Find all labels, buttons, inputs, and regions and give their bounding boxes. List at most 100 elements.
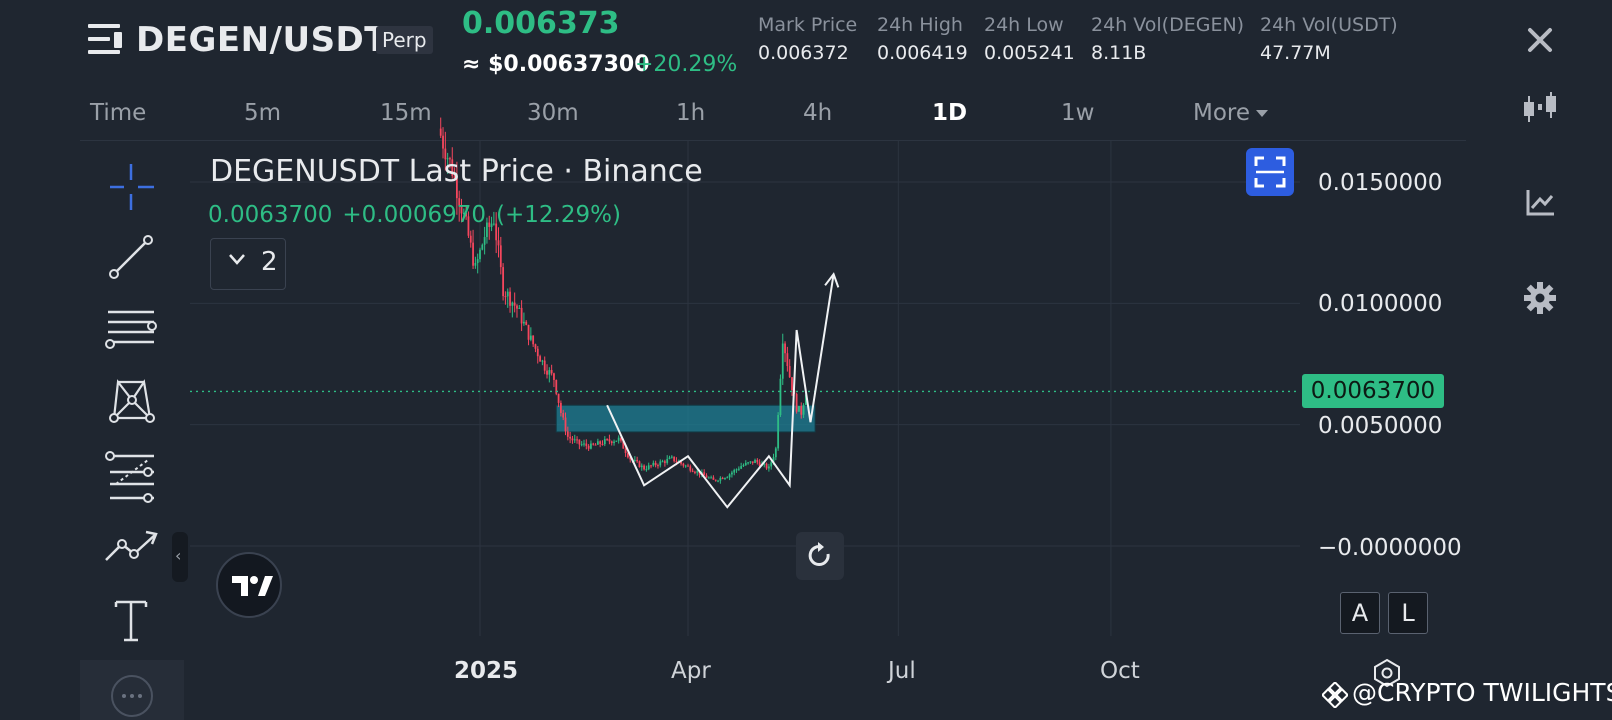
candle-body <box>645 469 648 471</box>
crosshair-icon[interactable] <box>102 158 160 216</box>
stat-label: 24h Low <box>984 14 1064 36</box>
candle-body <box>559 402 562 414</box>
candle-body <box>592 443 595 445</box>
candle-body <box>529 335 532 340</box>
last-price-tag: 0.0063700 <box>1302 374 1444 408</box>
auto-scale-button[interactable]: A <box>1340 592 1380 634</box>
reset-chart-button[interactable] <box>796 532 844 580</box>
parallel-lines-icon[interactable] <box>102 300 160 358</box>
tab-more-label: More <box>1193 100 1251 126</box>
candle-body <box>647 465 650 470</box>
candle-body <box>680 461 682 464</box>
fib-tool-icon[interactable] <box>102 446 160 504</box>
tab-5m[interactable]: 5m <box>244 100 282 126</box>
x-axis-tick: Oct <box>1100 658 1140 684</box>
fullscreen-icon <box>1254 156 1286 188</box>
indicator-toggle-button[interactable]: 2 <box>210 238 286 290</box>
candle-body <box>543 360 546 371</box>
candle-body <box>786 353 789 367</box>
candle-body <box>527 324 530 340</box>
stat-value: 0.006419 <box>877 42 968 64</box>
candle-body <box>525 321 528 325</box>
tab-time[interactable]: Time <box>90 100 147 126</box>
y-axis-tick: 0.0100000 <box>1318 291 1443 317</box>
candle-body <box>518 307 521 309</box>
candle-body <box>497 240 500 246</box>
candle-body <box>444 148 447 160</box>
candle-body <box>580 444 583 446</box>
fullscreen-button[interactable] <box>1246 148 1294 196</box>
collapse-toolbar-handle[interactable]: ‹ <box>172 532 188 582</box>
usd-price: ≈ $0.00637300 <box>462 52 650 77</box>
pattern-icon[interactable] <box>102 372 160 430</box>
settings-hex-icon[interactable] <box>1372 658 1402 688</box>
gear-icon[interactable] <box>1522 280 1558 316</box>
candle-body <box>536 348 539 357</box>
tab-30m[interactable]: 30m <box>527 100 579 126</box>
trend-line-icon[interactable] <box>102 228 160 286</box>
x-axis-tick: Jul <box>888 658 916 684</box>
candle-body <box>617 437 620 441</box>
candle-body <box>465 212 468 217</box>
binance-logo-icon <box>1322 682 1348 708</box>
pair-title[interactable]: DEGEN/USDT <box>136 20 388 60</box>
stat-value: 47.77M <box>1260 42 1331 64</box>
tab-1h[interactable]: 1h <box>676 100 706 126</box>
candle-body <box>502 267 505 297</box>
candle-body <box>504 296 507 298</box>
candle-body <box>506 291 509 297</box>
candle-body <box>624 448 627 454</box>
stat-24h-low: 24h Low 0.005241 <box>984 14 1075 64</box>
tab-4h[interactable]: 4h <box>803 100 833 126</box>
text-tool-icon[interactable] <box>102 592 160 650</box>
candle-body <box>446 158 449 160</box>
candle-body <box>696 471 699 473</box>
polyline-icon[interactable] <box>102 518 160 576</box>
log-scale-button[interactable]: L <box>1388 592 1428 634</box>
candle-body <box>573 439 576 441</box>
candle-body <box>460 205 463 214</box>
tab-more[interactable]: More <box>1193 100 1269 126</box>
candle-body <box>455 177 458 199</box>
candle-body <box>712 477 715 480</box>
menu-icon[interactable] <box>88 24 122 56</box>
tab-1d[interactable]: 1D <box>932 100 968 126</box>
candle-body <box>779 378 782 416</box>
candle-body <box>714 479 717 481</box>
candle-body <box>578 439 581 445</box>
tab-15m[interactable]: 15m <box>380 100 432 126</box>
candle-body <box>488 222 491 227</box>
candle-body <box>650 465 652 467</box>
candle-body <box>516 305 518 309</box>
candle-body <box>670 456 673 458</box>
legend-price: 0.0063700 <box>208 202 333 228</box>
candle-body <box>481 244 484 250</box>
candle-body <box>640 465 643 468</box>
candle-body <box>636 459 639 462</box>
candle-body <box>557 393 560 403</box>
stat-24h-vol-quote: 24h Vol(USDT) 47.77M <box>1260 14 1398 64</box>
stat-24h-high: 24h High 0.006419 <box>877 14 968 64</box>
tab-1w[interactable]: 1w <box>1061 100 1095 126</box>
candlestick-icon[interactable] <box>1522 90 1558 126</box>
more-tools-button[interactable] <box>80 660 184 720</box>
candle-body <box>458 198 461 206</box>
y-axis-tick: −0.0000000 <box>1318 535 1462 561</box>
candle-body <box>661 461 664 463</box>
candle-body <box>652 462 655 466</box>
close-icon[interactable] <box>1522 22 1558 58</box>
candle-body <box>756 459 759 463</box>
candle-body <box>719 477 722 481</box>
candle-body <box>770 462 773 467</box>
chevron-down-icon <box>229 254 245 265</box>
candle-body <box>781 343 784 379</box>
candle-body <box>767 466 770 469</box>
candle-body <box>534 344 537 349</box>
candle-body <box>728 474 731 478</box>
candle-body <box>608 439 611 442</box>
candle-body <box>453 175 456 178</box>
candle-body <box>541 360 544 362</box>
chart-analysis-icon[interactable] <box>1522 184 1558 220</box>
indicator-count: 2 <box>261 247 278 277</box>
